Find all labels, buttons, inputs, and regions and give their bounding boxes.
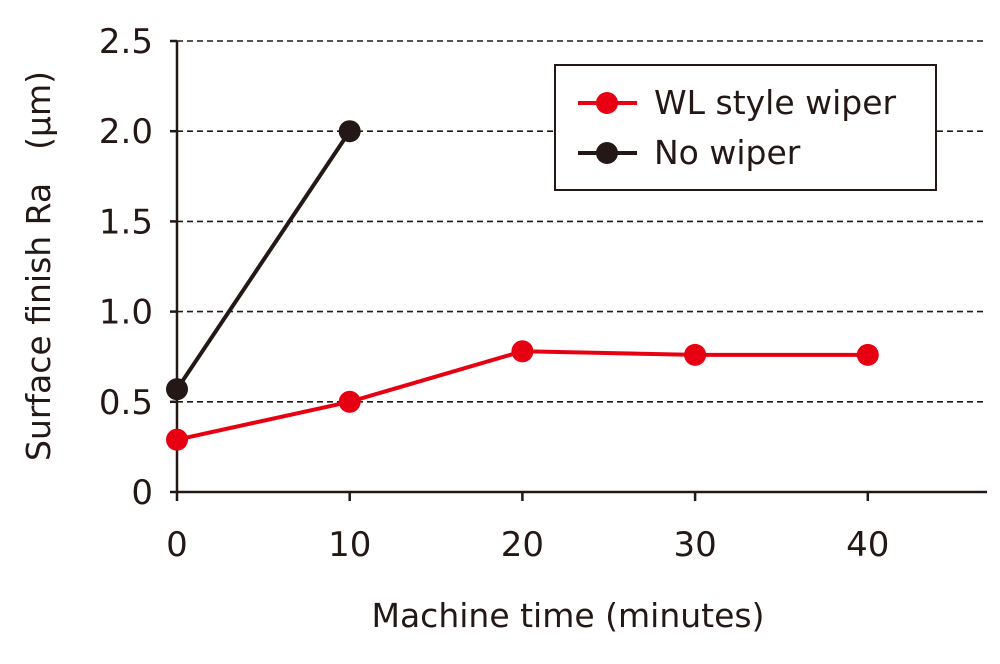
x-axis-title: Machine time (minutes): [371, 596, 764, 635]
series-line-no-wiper: [175, 130, 352, 391]
series: [166, 120, 879, 451]
legend-marker-no-wiper: [596, 142, 618, 164]
data-point-wl-style-wiper-4: [856, 343, 879, 366]
y-tick-label-2: 1.0: [99, 293, 153, 333]
legend: WL style wiper No wiper: [554, 64, 937, 191]
x-tick-label-1: 10: [328, 525, 371, 565]
legend-label-wl-style-wiper: WL style wiper: [654, 83, 897, 122]
y-tick-label-5: 2.5: [99, 22, 153, 62]
series-line-wl-style-wiper: [176, 349, 868, 442]
x-tick-label-4: 40: [846, 525, 889, 565]
axes: [170, 39, 987, 501]
data-point-wl-style-wiper-0: [166, 428, 188, 451]
y-axis-title: Surface finish Ra (µm): [19, 71, 58, 461]
data-point-no-wiper-0: [166, 378, 188, 401]
data-point-wl-style-wiper-2: [511, 340, 534, 363]
y-tick-label-4: 2.0: [99, 112, 153, 152]
x-tick-label-0: 0: [166, 525, 188, 565]
legend-marker-wl-style-wiper: [596, 92, 618, 114]
data-point-no-wiper-1: [338, 120, 361, 143]
data-point-wl-style-wiper-3: [684, 343, 707, 366]
y-tick-label-3: 1.5: [99, 202, 153, 242]
series-wl-style-wiper: [166, 340, 879, 451]
tick-labels: 0 0.5 1.0 1.5 2.0 2.5 0 10 20 30 40: [99, 22, 890, 565]
y-tick-label-1: 0.5: [99, 383, 153, 423]
x-tick-label-2: 20: [501, 525, 544, 565]
series-no-wiper: [166, 120, 361, 401]
legend-box: [554, 64, 937, 191]
y-tick-label-0: 0: [131, 473, 153, 513]
legend-label-no-wiper: No wiper: [654, 133, 801, 172]
data-point-wl-style-wiper-1: [338, 390, 361, 413]
x-tick-label-3: 30: [673, 525, 716, 565]
